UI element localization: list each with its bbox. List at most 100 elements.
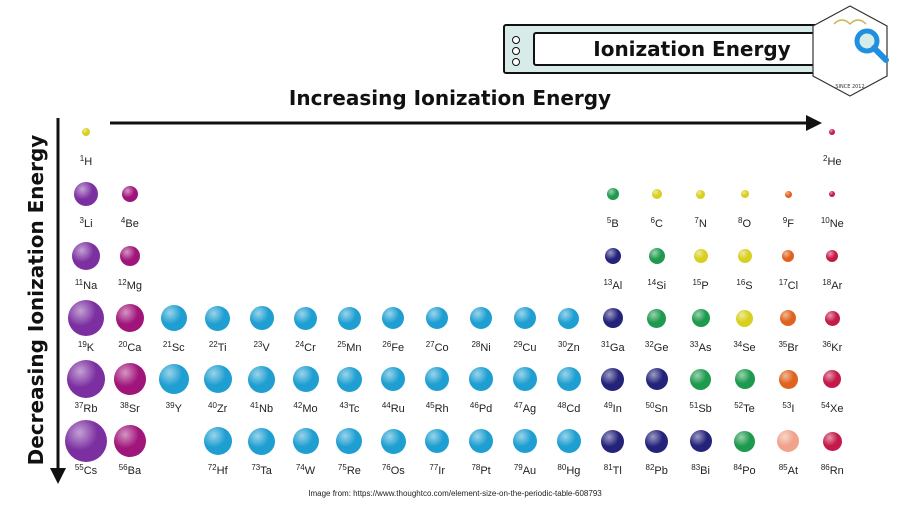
element-symbol: Ta	[260, 465, 272, 477]
atomic-number: 5	[606, 216, 612, 225]
atomic-number: 73	[251, 463, 261, 472]
element-symbol: Sc	[171, 342, 185, 354]
element-label-ag: 47Ag	[514, 401, 536, 415]
atomic-number: 34	[733, 340, 743, 349]
element-label-po: 84Po	[733, 463, 755, 477]
atom-ga	[602, 308, 623, 328]
element-label-mo: 42Mo	[293, 401, 317, 415]
element-symbol: As	[698, 342, 712, 354]
element-symbol: Zr	[216, 403, 228, 415]
element-label-hf: 72Hf	[208, 463, 228, 477]
atomic-number: 40	[208, 401, 217, 410]
atomic-number: 85	[778, 463, 788, 472]
atom-mg	[119, 246, 140, 266]
element-label-ga: 31Ga	[601, 340, 625, 354]
atomic-number: 86	[820, 463, 830, 472]
atomic-number: 1	[79, 154, 85, 163]
atom-sc	[160, 305, 187, 331]
element-label-n: 7N	[694, 216, 706, 230]
element-symbol: Kr	[831, 342, 843, 354]
atom-al	[604, 248, 621, 264]
element-label-c: 6C	[650, 216, 662, 230]
atomic-number: 43	[339, 401, 349, 410]
element-label-cs: 55Cs	[75, 463, 97, 477]
atomic-number: 18	[822, 278, 832, 287]
atom-in	[601, 367, 625, 391]
atom-tc	[336, 366, 362, 392]
element-symbol: W	[304, 465, 316, 477]
atomic-number: 78	[471, 463, 481, 472]
element-symbol: Cs	[83, 465, 98, 477]
atomic-number: 9	[782, 216, 788, 225]
atomic-number: 3	[79, 216, 84, 225]
atom-ta	[248, 427, 276, 455]
element-label-as: 33As	[690, 340, 712, 354]
element-symbol: Nb	[259, 403, 274, 415]
element-symbol: Pt	[480, 465, 491, 477]
atomic-number: 52	[734, 401, 744, 410]
element-label-re: 75Re	[338, 463, 361, 477]
element-label-h: 1H	[80, 154, 92, 168]
atom-k	[68, 300, 104, 336]
element-label-cu: 29Cu	[514, 340, 537, 354]
element-symbol: Ge	[653, 342, 669, 354]
atom-at	[777, 430, 800, 452]
element-symbol: Ag	[522, 403, 537, 415]
element-label-s: 16S	[736, 278, 752, 292]
element-label-cl: 17Cl	[779, 278, 798, 292]
element-label-cr: 24Cr	[295, 340, 316, 354]
atomic-number: 12	[117, 278, 127, 287]
element-symbol: Cr	[304, 342, 316, 354]
element-symbol: Si	[656, 280, 667, 292]
atom-o	[740, 190, 749, 198]
element-label-cd: 48Cd	[557, 401, 580, 415]
element-label-v: 23V	[253, 340, 269, 354]
element-symbol: Re	[346, 465, 361, 477]
atom-y	[158, 364, 189, 394]
element-label-bi: 83Bi	[691, 463, 710, 477]
atomic-number: 84	[733, 463, 743, 472]
image-credit: Image from: https://www.thoughtco.com/el…	[308, 489, 602, 498]
element-label-o: 8O	[738, 216, 751, 230]
element-label-br: 35Br	[778, 340, 798, 354]
element-label-mg: 12Mg	[118, 278, 142, 292]
atom-zn	[558, 307, 580, 329]
atom-mn	[337, 306, 361, 330]
element-label-he: 2He	[823, 154, 842, 168]
element-symbol: Rh	[434, 403, 449, 415]
element-symbol: Ti	[217, 342, 227, 354]
element-label-sr: 38Sr	[120, 401, 140, 415]
atom-ar	[826, 250, 839, 262]
atomic-number: 20	[118, 340, 128, 349]
element-symbol: Au	[522, 465, 537, 477]
atomic-number: 53	[782, 401, 792, 410]
element-symbol: Mn	[346, 342, 362, 354]
atom-ti	[205, 305, 231, 331]
atomic-number: 27	[425, 340, 435, 349]
element-label-na: 11Na	[75, 278, 97, 292]
atomic-number: 74	[295, 463, 305, 472]
element-symbol: Ga	[609, 342, 625, 354]
atomic-number: 29	[513, 340, 523, 349]
element-symbol: P	[701, 280, 709, 292]
atom-re	[336, 428, 363, 454]
element-symbol: Xe	[830, 403, 844, 415]
atom-br	[780, 310, 797, 326]
atom-au	[513, 429, 537, 453]
atom-fe	[382, 307, 405, 329]
element-label-pd: 46Pd	[470, 401, 492, 415]
atom-pt	[469, 429, 494, 453]
atom-os	[380, 428, 406, 454]
element-symbol: Cd	[566, 403, 581, 415]
atomic-number: 55	[74, 463, 84, 472]
element-label-f: 9F	[783, 216, 794, 230]
atom-cr	[294, 306, 317, 330]
element-label-ir: 77Ir	[429, 463, 445, 477]
element-label-i: 53I	[782, 401, 794, 415]
element-symbol: Te	[743, 403, 755, 415]
element-symbol: Br	[787, 342, 799, 354]
atomic-number: 83	[691, 463, 701, 472]
element-symbol: Cu	[522, 342, 537, 354]
atom-tl	[601, 429, 625, 453]
